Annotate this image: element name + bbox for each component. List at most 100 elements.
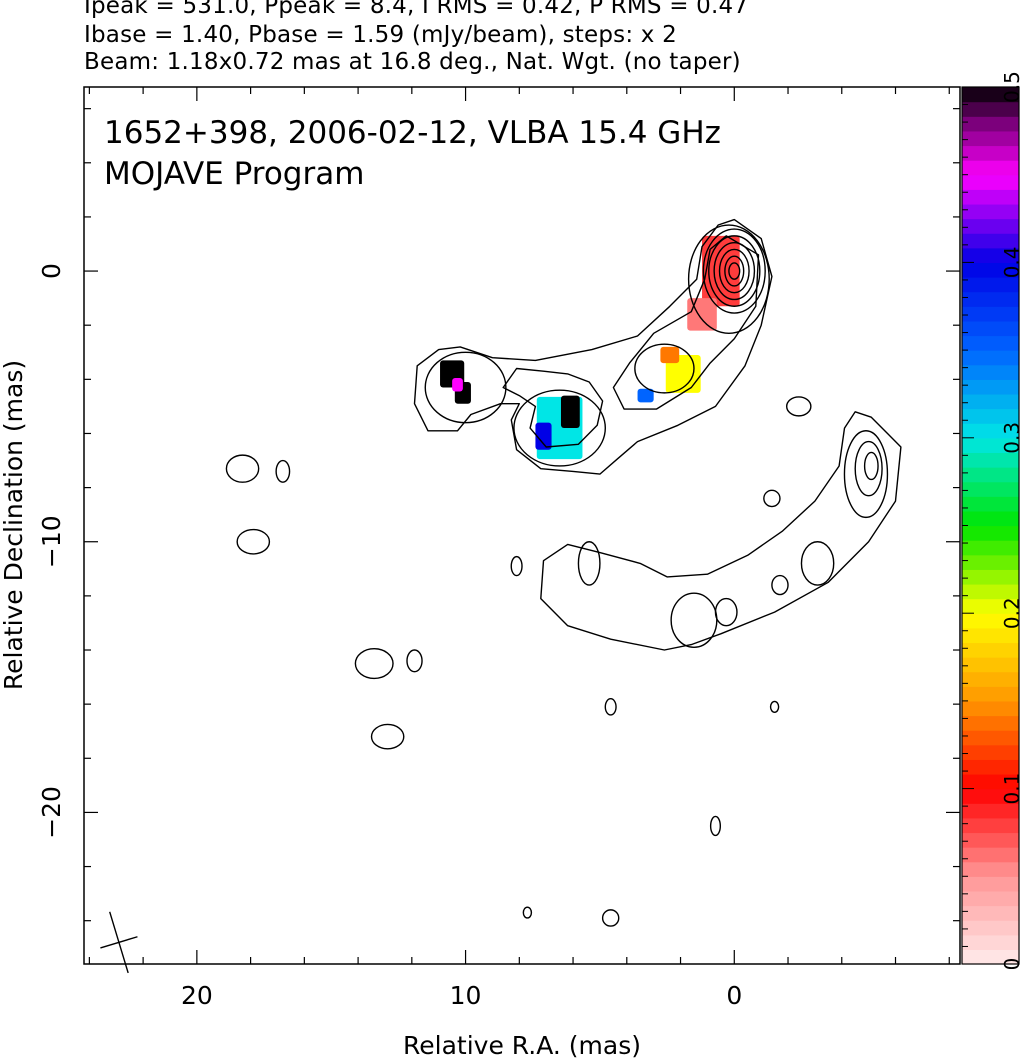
- colorbar-swatch: [962, 540, 1019, 556]
- colorbar-swatch: [962, 393, 1019, 410]
- colorbar-swatch: [962, 423, 1019, 439]
- contour-line: [502, 367, 604, 448]
- contour-line: [854, 440, 883, 497]
- contour-line: [424, 351, 507, 424]
- contour-line: [540, 411, 902, 651]
- contour-line: [670, 592, 718, 649]
- colorbar-swatch: [962, 803, 1019, 819]
- contour-line: [843, 430, 889, 519]
- contour-line: [687, 224, 770, 335]
- contour-line: [724, 255, 745, 287]
- colorbar-swatch: [962, 934, 1019, 950]
- colorbar-swatch: [962, 467, 1019, 483]
- colorbar-swatch: [962, 437, 1019, 454]
- colorbar-swatch: [962, 583, 1019, 600]
- colorbar-swatch: [962, 700, 1019, 717]
- contour-line: [510, 555, 523, 577]
- colorbar-swatch: [962, 657, 1019, 673]
- colorbar-swatch: [962, 525, 1019, 541]
- polarization-patch: [560, 395, 580, 429]
- colorbar-swatch: [962, 320, 1019, 337]
- x-tick-label: 20: [181, 981, 213, 1010]
- axis-ticks: 20 10 0 0 −10 −20: [37, 87, 960, 1010]
- contour-line: [702, 228, 766, 314]
- contour-line: [612, 235, 760, 410]
- colorbar-swatch: [962, 189, 1019, 205]
- colorbar-swatch: [962, 832, 1019, 848]
- y-axis-label: Relative Declination (mas): [0, 360, 28, 690]
- colorbar-swatch: [962, 306, 1019, 322]
- colorbar-tick-label: 0: [1000, 958, 1022, 971]
- colorbar-swatch: [962, 876, 1019, 892]
- colorbar-swatch: [962, 817, 1019, 834]
- header-line-3: Beam: 1.18x0.72 mas at 16.8 deg., Nat. W…: [84, 49, 741, 75]
- contour-line: [406, 649, 423, 673]
- colorbar-swatch: [962, 379, 1019, 395]
- polarization-patch: [702, 235, 740, 307]
- colorbar-swatch: [962, 145, 1019, 161]
- colorbar-tick-label: 0.5: [1000, 71, 1022, 103]
- colorbar-swatch: [962, 116, 1019, 132]
- chart-subtitle: MOJAVE Program: [104, 156, 364, 192]
- colorbar-swatch: [962, 247, 1019, 263]
- x-tick-label: 10: [450, 981, 482, 1010]
- contour-line: [604, 698, 617, 716]
- colorbar-tick-label: 0.3: [1000, 422, 1022, 454]
- contour-layer: [225, 218, 902, 927]
- plot-frame: [83, 86, 961, 965]
- colorbar-swatch: [962, 569, 1019, 585]
- y-tick-label: −10: [37, 515, 66, 568]
- contour-line: [785, 396, 812, 417]
- colorbar-swatch: [962, 291, 1019, 307]
- contour-line: [708, 235, 761, 307]
- contour-line: [771, 574, 789, 596]
- contour-line: [863, 451, 879, 481]
- colorbar-swatch: [962, 598, 1019, 614]
- colorbar-swatch: [962, 174, 1019, 190]
- header-line-2: Ibase = 1.40, Pbase = 1.59 (mJy/beam), s…: [84, 22, 677, 48]
- colorbar-tick-label: 0.4: [1000, 246, 1022, 278]
- colorbar-swatch: [962, 920, 1019, 936]
- contour-line: [634, 343, 695, 394]
- contour-line: [728, 262, 741, 280]
- contour-line: [713, 241, 756, 301]
- contour-line: [709, 815, 722, 837]
- colorbar-swatch: [962, 130, 1019, 147]
- beam-minor-axis: [100, 936, 138, 949]
- contour-line: [413, 218, 773, 475]
- polarization-patch: [687, 298, 717, 331]
- colorbar-swatch: [962, 481, 1019, 497]
- colorbar-swatch: [962, 335, 1019, 351]
- contour-line: [601, 909, 620, 927]
- contour-line: [236, 528, 271, 555]
- colorbar-swatch: [962, 949, 1019, 965]
- colorbar-swatch: [962, 510, 1019, 527]
- polarization-layer: [440, 235, 740, 460]
- colorbar-swatch: [962, 233, 1019, 249]
- colorbar-swatch: [962, 101, 1019, 117]
- colorbar-tick-label: 0.2: [1000, 597, 1022, 629]
- colorbar-swatch: [962, 277, 1019, 293]
- colorbar-swatch: [962, 452, 1019, 468]
- colorbar-swatch: [962, 87, 1019, 103]
- contour-line: [800, 541, 835, 586]
- colorbar-swatch: [962, 730, 1019, 746]
- colorbar-swatch: [962, 861, 1019, 877]
- colorbar-swatch: [962, 788, 1019, 804]
- colorbar-swatch: [962, 715, 1019, 731]
- contour-line: [225, 454, 260, 483]
- colorbar: 0 0.1 0.2 0.3 0.4 0.5: [961, 71, 1022, 971]
- colorbar-swatch: [962, 686, 1019, 702]
- contour-line: [718, 248, 750, 294]
- contour-line: [522, 906, 533, 919]
- colorbar-swatch: [962, 160, 1019, 176]
- x-axis-label: Relative R.A. (mas): [403, 1031, 641, 1060]
- colorbar-swatch: [962, 847, 1019, 863]
- polarization-patch: [665, 354, 701, 393]
- contour-line: [513, 389, 607, 467]
- colorbar-swatch: [962, 773, 1019, 790]
- x-tick-label: 0: [726, 981, 742, 1010]
- colorbar-swatch: [962, 496, 1019, 512]
- colorbar-swatch: [962, 203, 1019, 220]
- colorbar-swatch: [962, 744, 1019, 760]
